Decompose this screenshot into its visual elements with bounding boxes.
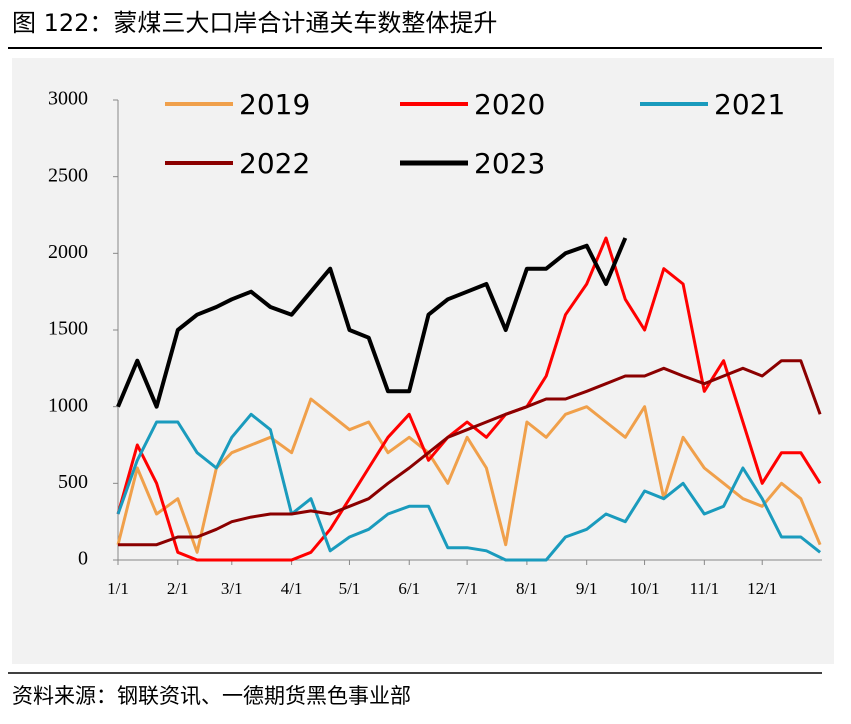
x-tick-label: 12/1 xyxy=(747,579,777,598)
x-tick-label: 11/1 xyxy=(690,579,720,598)
x-tick-label: 1/1 xyxy=(107,579,129,598)
y-tick-label: 2500 xyxy=(48,164,88,186)
legend-label: 2022 xyxy=(239,147,310,180)
x-tick-label: 9/1 xyxy=(576,579,598,598)
x-tick-label: 10/1 xyxy=(629,579,659,598)
x-tick-label: 5/1 xyxy=(339,579,361,598)
legend-label: 2019 xyxy=(239,88,310,121)
chart-title: 图 122：蒙煤三大口岸合计通关车数整体提升 xyxy=(12,9,497,37)
series-line xyxy=(116,412,822,562)
y-tick-label: 0 xyxy=(78,548,88,570)
series-line xyxy=(116,237,628,409)
x-tick-label: 7/1 xyxy=(456,579,478,598)
legend-label: 2020 xyxy=(474,88,545,121)
y-tick-label: 1000 xyxy=(48,394,88,416)
source: 资料来源：钢联资讯、一德期货黑色事业部 xyxy=(12,684,411,708)
series-line xyxy=(116,397,822,554)
x-tick-label: 2/1 xyxy=(167,579,189,598)
x-tick-label: 8/1 xyxy=(516,579,538,598)
y-tick-label: 3000 xyxy=(48,88,88,110)
legend-label: 2023 xyxy=(474,147,545,180)
y-tick-label: 500 xyxy=(58,471,88,493)
series-line xyxy=(118,359,822,547)
x-tick-label: 4/1 xyxy=(281,579,303,598)
y-tick-label: 1500 xyxy=(48,318,88,340)
legend-label: 2021 xyxy=(714,88,785,121)
series-line xyxy=(116,236,822,562)
x-tick-label: 3/1 xyxy=(221,579,243,598)
x-tick-label: 6/1 xyxy=(398,579,420,598)
y-tick-label: 2000 xyxy=(48,241,88,263)
